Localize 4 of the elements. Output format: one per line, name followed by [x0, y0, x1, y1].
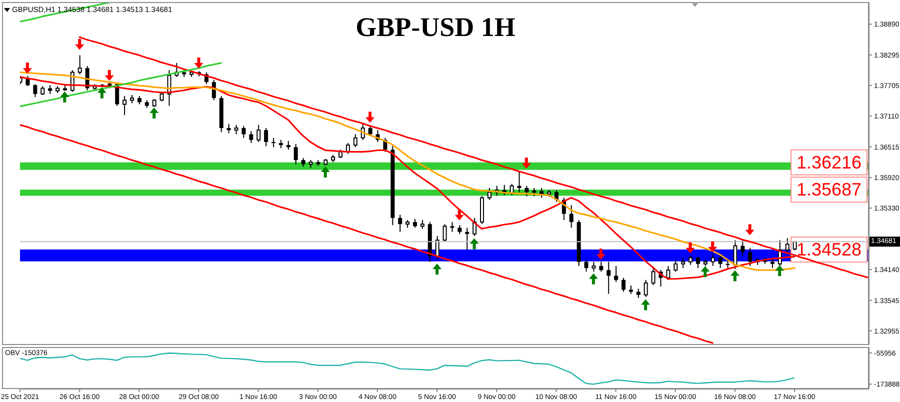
- band-label: 1.34528: [796, 240, 862, 260]
- band-label: 1.36216: [796, 152, 862, 172]
- chart-title: GBP-USD 1H: [356, 12, 516, 42]
- band-label: 1.35687: [796, 180, 862, 200]
